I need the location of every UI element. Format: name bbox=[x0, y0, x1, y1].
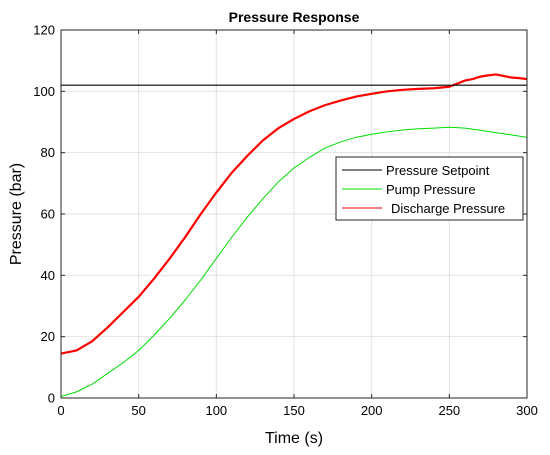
ticks: 0 50 100 150 200 250 300 0 20 40 60 80 100 120 bbox=[33, 23, 538, 419]
x-tick-label: 150 bbox=[283, 403, 305, 418]
x-tick-label: 0 bbox=[57, 403, 64, 418]
y-tick-label: 100 bbox=[33, 84, 55, 99]
y-tick-label: 40 bbox=[41, 268, 55, 283]
legend-label-setpoint: Pressure Setpoint bbox=[386, 163, 490, 178]
legend-label-discharge: Discharge Pressure bbox=[391, 201, 505, 216]
grid bbox=[61, 30, 527, 398]
y-tick-label: 120 bbox=[33, 23, 55, 38]
y-tick-label: 0 bbox=[48, 391, 55, 406]
y-tick-label: 80 bbox=[41, 145, 55, 160]
chart-title: Pressure Response bbox=[229, 9, 360, 25]
legend-label-pump: Pump Pressure bbox=[386, 182, 476, 197]
series-line-discharge-pressure bbox=[60, 73, 528, 355]
y-tick-label: 60 bbox=[41, 207, 55, 222]
x-tick-label: 250 bbox=[438, 403, 460, 418]
series-line-pump-pressure bbox=[60, 126, 528, 397]
x-tick-label: 300 bbox=[516, 403, 538, 418]
x-tick-label: 50 bbox=[131, 403, 145, 418]
legend: Pressure Setpoint Pump Pressure Discharg… bbox=[335, 156, 524, 221]
x-axis-label: Time (s) bbox=[265, 430, 323, 447]
series-layer bbox=[60, 73, 528, 397]
y-axis-label: Pressure (bar) bbox=[8, 163, 25, 265]
x-tick-label: 200 bbox=[361, 403, 383, 418]
y-tick-label: 20 bbox=[41, 329, 55, 344]
x-tick-label: 100 bbox=[205, 403, 227, 418]
